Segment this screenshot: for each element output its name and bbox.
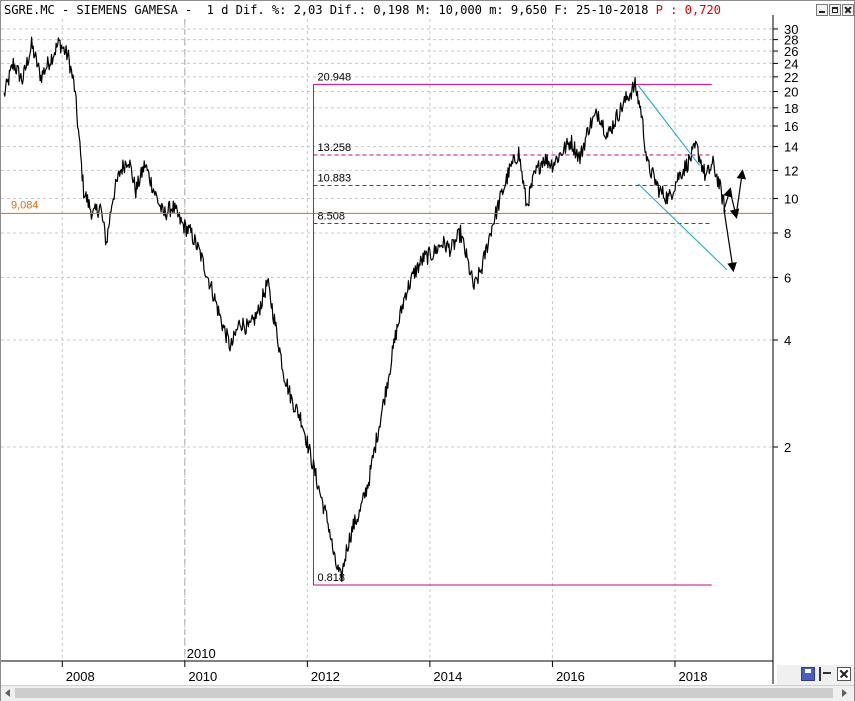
- price-series-line: [3, 36, 726, 583]
- y-tick-label: 12: [784, 163, 798, 178]
- close-chart-icon[interactable]: [837, 667, 851, 681]
- year-marker-label: 2010: [187, 646, 216, 661]
- y-tick-label: 16: [784, 119, 798, 134]
- fib-level-label: 10.883: [317, 172, 351, 184]
- maximize-icon[interactable]: [829, 4, 841, 16]
- minimize-icon[interactable]: [816, 4, 828, 16]
- grid-lines: [1, 19, 773, 661]
- date-label: F:: [554, 3, 569, 17]
- fib-level-label: 8.508: [317, 210, 345, 222]
- annotation-overlays: 9,084: [1, 85, 773, 273]
- x-tick-label: 2012: [311, 669, 340, 684]
- x-tick-label: 2016: [556, 669, 585, 684]
- diff-value: 0,198: [373, 3, 410, 17]
- y-tick-label: 22: [784, 70, 798, 85]
- projection-arrow: [723, 209, 737, 273]
- projection-arrow: [735, 169, 747, 215]
- period: 1 d: [206, 3, 229, 17]
- chart-toolbar: [777, 665, 854, 685]
- x-tick-label: 2010: [188, 669, 217, 684]
- pct-change-label: Dif. %:: [235, 3, 287, 17]
- scroll-left-icon[interactable]: [5, 689, 10, 697]
- save-icon[interactable]: [801, 667, 815, 681]
- fib-level-label: 20.948: [317, 71, 351, 83]
- scroll-right-icon[interactable]: [842, 689, 847, 697]
- y-tick-label: 18: [784, 101, 798, 116]
- fibonacci-retracement: 20.948 13.258 10.883 8.508 0.818: [312, 71, 712, 586]
- y-tick-label: 14: [784, 140, 798, 155]
- diff-label: Dif.:: [329, 3, 366, 17]
- company-name: SIEMENS GAMESA: [76, 3, 178, 17]
- y-tick-label: 30: [784, 22, 798, 37]
- y-tick-label: 6: [784, 270, 791, 285]
- y-tick-label: 4: [784, 333, 791, 348]
- scrollbar-thumb[interactable]: [15, 688, 833, 698]
- price-label: P: [655, 3, 663, 17]
- y-tick-label: 10: [784, 192, 798, 207]
- projection-arrow: [729, 190, 740, 219]
- close-icon[interactable]: [842, 4, 854, 16]
- y-tick-label: 20: [784, 85, 798, 100]
- chart-header: SGRE.MC - SIEMENS GAMESA - 1 d Dif. %: 2…: [4, 3, 721, 17]
- min-value: 9,650: [510, 3, 548, 17]
- max-label: M:: [416, 3, 432, 17]
- pin-icon[interactable]: [819, 667, 833, 681]
- x-tick-label: 2014: [433, 669, 462, 684]
- trend-channel-line: [637, 183, 728, 271]
- x-tick-label: 2018: [679, 669, 708, 684]
- y-tick-label: 8: [784, 226, 791, 241]
- date-value: 25-10-2018: [576, 3, 649, 17]
- y-tick-label: 28: [784, 33, 798, 48]
- max-value: 10,000: [438, 3, 482, 17]
- y-tick-label: 24: [784, 56, 798, 71]
- horizontal-scrollbar[interactable]: [1, 685, 854, 701]
- trend-channel-line: [637, 85, 700, 166]
- pct-change-value: 2,03: [293, 3, 323, 17]
- price-value: 0,720: [684, 3, 721, 17]
- fib-level-label: 0.818: [317, 572, 345, 584]
- projection-arrow: [723, 187, 733, 210]
- min-label: m:: [489, 3, 504, 17]
- fib-level-label: 13.258: [317, 142, 351, 154]
- ticker: SGRE.MC: [4, 3, 55, 17]
- x-tick-label: 2008: [66, 669, 95, 684]
- y-tick-label: 26: [784, 44, 798, 59]
- y-tick-label: 2: [784, 440, 791, 455]
- current-price-label: 9,084: [11, 199, 39, 211]
- price-series-group: [3, 36, 726, 583]
